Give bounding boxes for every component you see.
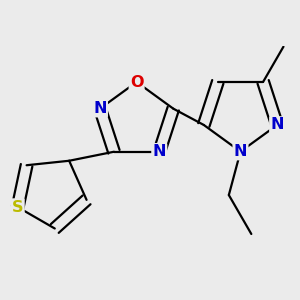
- Text: S: S: [12, 200, 23, 214]
- Text: N: N: [270, 118, 284, 133]
- Text: N: N: [234, 144, 247, 159]
- Text: O: O: [130, 74, 143, 89]
- Text: N: N: [152, 144, 166, 159]
- Text: N: N: [93, 101, 107, 116]
